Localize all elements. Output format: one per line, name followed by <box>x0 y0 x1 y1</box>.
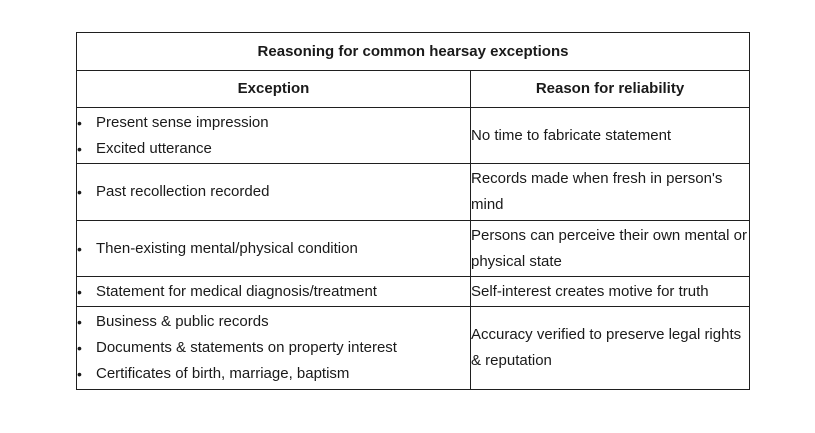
list-item: • Statement for medical diagnosis/treatme… <box>77 279 470 305</box>
reason-cell: No time to fabricate statement <box>469 107 751 164</box>
bullet-icon: • <box>77 340 82 356</box>
list-item: • Excited utterance <box>77 136 470 162</box>
exception-list: • Statement for medical diagnosis/treatme… <box>77 279 470 305</box>
table-row: • Business & public records • Documents & … <box>76 306 751 390</box>
exception-cell: • Present sense impression • Excited utter… <box>76 107 471 164</box>
reason-cell: Accuracy verified to preserve legal righ… <box>469 306 751 390</box>
table-row: • Then-existing mental/physical condition… <box>76 220 751 277</box>
reason-cell: Records made when fresh in person's mind <box>469 163 751 221</box>
hearsay-exceptions-table: Reasoning for common hearsay exceptions … <box>75 32 751 390</box>
list-item: • Documents & statements on property inte… <box>77 335 470 361</box>
exception-list: • Business & public records • Documents & … <box>77 309 470 387</box>
bullet-icon: • <box>77 184 82 200</box>
exception-text: Then-existing mental/physical condition <box>96 239 358 257</box>
exception-text: Certificates of birth, marriage, baptism <box>96 365 350 382</box>
exception-text: Past recollection recorded <box>96 183 270 200</box>
list-item: • Business & public records <box>77 309 470 335</box>
list-item: • Present sense impression <box>77 110 470 136</box>
bullet-icon: • <box>77 366 82 382</box>
table-row: • Present sense impression • Excited utter… <box>76 107 751 164</box>
exception-list: • Present sense impression • Excited utter… <box>77 110 470 162</box>
list-item: • Then-existing mental/physical condition <box>77 236 470 262</box>
bullet-icon: • <box>77 314 82 330</box>
column-header-reason: Reason for reliability <box>469 70 751 108</box>
exception-cell: • Business & public records • Documents & … <box>76 306 471 390</box>
exception-text: Statement for medical diagnosis/treatmen… <box>96 282 377 300</box>
exception-text: Business & public records <box>96 313 269 330</box>
exception-text: Present sense impression <box>96 113 269 131</box>
reason-cell: Persons can perceive their own mental or… <box>469 220 751 277</box>
list-item: • Past recollection recorded <box>77 179 470 205</box>
list-item: • Certificates of birth, marriage, baptis… <box>77 361 470 387</box>
exception-text: Excited utterance <box>96 139 212 157</box>
bullet-icon: • <box>77 114 82 131</box>
column-header-exception: Exception <box>76 70 471 108</box>
bullet-icon: • <box>77 140 82 157</box>
exception-cell: • Statement for medical diagnosis/treatme… <box>76 276 471 307</box>
bullet-icon: • <box>77 240 82 257</box>
exception-text: Documents & statements on property inter… <box>96 339 397 356</box>
exception-cell: • Then-existing mental/physical condition <box>76 220 471 277</box>
table-row: • Past recollection recorded Records made… <box>76 163 751 221</box>
table-title: Reasoning for common hearsay exceptions <box>75 32 751 71</box>
reason-cell: Self-interest creates motive for truth <box>469 276 751 307</box>
exception-list: • Then-existing mental/physical condition <box>77 236 470 262</box>
exception-cell: • Past recollection recorded <box>76 163 471 221</box>
bullet-icon: • <box>77 283 82 300</box>
table-row: • Statement for medical diagnosis/treatme… <box>76 276 751 307</box>
exception-list: • Past recollection recorded <box>77 179 470 205</box>
